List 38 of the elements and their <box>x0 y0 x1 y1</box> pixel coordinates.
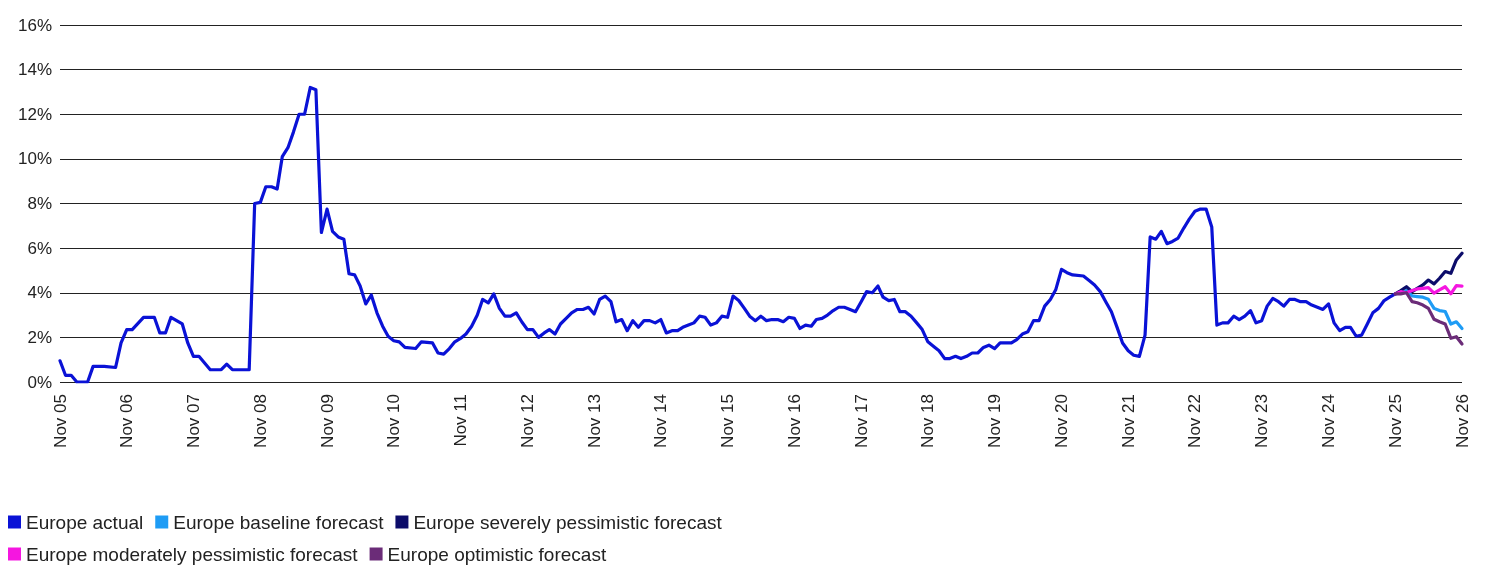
legend-label: Europe actual <box>26 511 144 533</box>
y-tick-label: 6% <box>27 238 52 258</box>
legend-label: Europe severely pessimistic forecast <box>413 511 723 533</box>
x-tick-label: Nov 24 <box>1319 394 1339 448</box>
x-tick-label: Nov 17 <box>851 394 871 448</box>
x-tick-label: Nov 25 <box>1385 394 1405 448</box>
x-tick-label: Nov 20 <box>1052 394 1072 448</box>
y-tick-label: 16% <box>17 15 52 35</box>
legend-label: Europe baseline forecast <box>173 511 385 533</box>
x-tick-label: Nov 22 <box>1185 394 1205 448</box>
x-tick-label: Nov 11 <box>450 394 470 447</box>
y-tick-label: 0% <box>27 372 52 392</box>
x-tick-label: Nov 23 <box>1252 394 1272 448</box>
x-tick-label: Nov 18 <box>918 394 938 448</box>
line-series <box>1393 291 1464 346</box>
y-tick-label: 2% <box>27 327 52 347</box>
x-tick-label: Nov 05 <box>50 394 70 448</box>
y-tick-label: 14% <box>17 60 52 80</box>
x-tick-label: Nov 16 <box>784 394 804 448</box>
x-tick-label: Nov 12 <box>517 394 537 448</box>
x-tick-label: Nov 10 <box>384 394 404 448</box>
y-tick-label: 8% <box>27 194 52 213</box>
x-tick-label: Nov 13 <box>584 394 604 448</box>
y-tick-label: 4% <box>27 283 52 303</box>
legend-label: Europe moderately pessimistic forecast <box>26 543 359 565</box>
x-tick-label: Nov 08 <box>250 394 270 448</box>
line-series <box>58 85 1397 384</box>
x-tick-label: Nov 21 <box>1118 394 1138 448</box>
x-tick-label: Nov 15 <box>718 394 738 448</box>
y-tick-label: 10% <box>17 149 52 169</box>
x-tick-label: Nov 19 <box>985 394 1005 448</box>
x-tick-label: Nov 26 <box>1452 394 1472 448</box>
y-tick-label: 12% <box>17 104 52 124</box>
x-tick-label: Nov 14 <box>651 394 671 448</box>
legend-label: Europe optimistic forecast <box>387 543 607 565</box>
x-tick-label: Nov 07 <box>183 394 203 448</box>
x-tick-label: Nov 09 <box>317 394 337 448</box>
x-tick-label: Nov 06 <box>117 394 137 448</box>
